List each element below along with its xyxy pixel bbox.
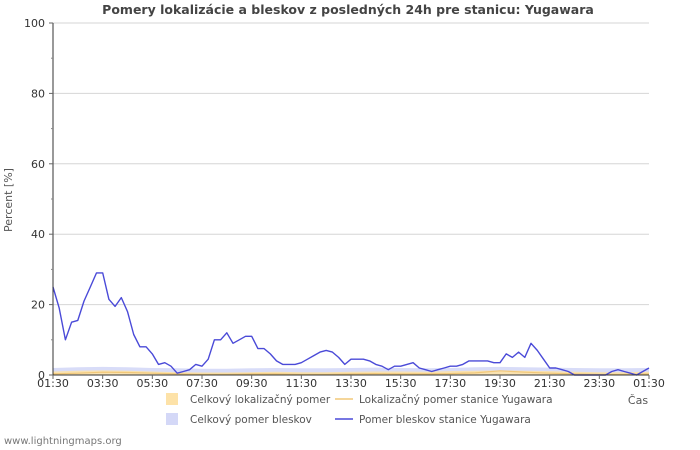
legend-label: Celkový lokalizačný pomer (190, 394, 331, 406)
y-tick-label: 60 (31, 158, 45, 171)
line-series (52, 272, 650, 376)
legend-swatch (166, 393, 178, 405)
chart-title: Pomery lokalizácie a bleskov z poslednýc… (102, 2, 594, 17)
site-credit: www.lightningmaps.org (4, 436, 122, 447)
x-tick-label: 15:30 (385, 377, 417, 390)
x-tick-label: 01:30 (37, 377, 69, 390)
x-axis-label: Čas (628, 394, 648, 407)
line-lokalizačný-pomer-stanice-yugawara (52, 370, 650, 375)
x-tick-label: 05:30 (136, 377, 168, 390)
x-tick-label: 03:30 (87, 377, 119, 390)
x-tick-label: 11:30 (285, 377, 317, 390)
y-tick-label: 0 (38, 369, 45, 382)
y-tick-label: 40 (31, 228, 45, 241)
x-tick-label: 19:30 (484, 377, 516, 390)
x-tick-label: 21:30 (534, 377, 566, 390)
legend-label: Pomer bleskov stanice Yugawara (359, 414, 531, 426)
y-ticks: 0 20 40 60 80 100 (24, 17, 53, 382)
x-tick-label: 07:30 (186, 377, 218, 390)
legend-swatch (166, 413, 178, 425)
gridlines (53, 22, 649, 306)
x-tick-label: 23:30 (583, 377, 615, 390)
y-tick-label: 20 (31, 299, 45, 312)
line-pomer-bleskov-stanice-yugawara (52, 272, 650, 376)
x-tick-label: 17:30 (434, 377, 466, 390)
x-tick-label: 09:30 (236, 377, 268, 390)
x-tick-label: 13:30 (335, 377, 367, 390)
x-ticks: 01:30 03:30 05:30 07:30 09:30 11:30 13:30 15:30… (37, 375, 665, 390)
y-axis-label: Percent [%] (2, 168, 15, 232)
legend-label: Lokalizačný pomer stanice Yugawara (359, 394, 553, 406)
x-tick-label: 01:30 (633, 377, 665, 390)
y-tick-label: 100 (24, 17, 45, 30)
legend-label: Celkový pomer bleskov (190, 414, 312, 426)
y-tick-label: 80 (31, 87, 45, 100)
axes (52, 23, 649, 376)
legend: Celkový lokalizačný pomer Lokalizačný pom… (166, 393, 553, 426)
